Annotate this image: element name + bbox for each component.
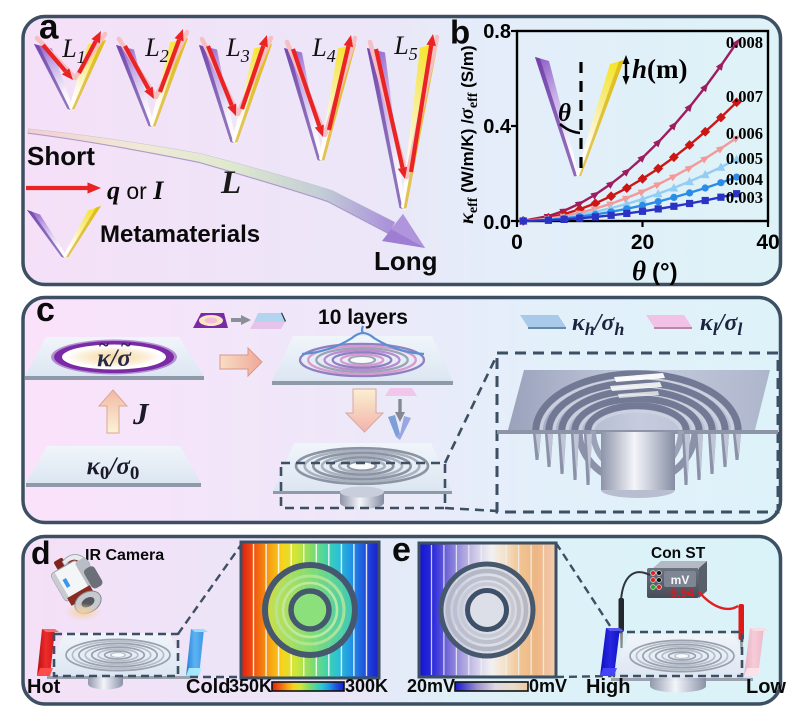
svg-text:h(m): h(m) [632, 54, 688, 84]
svg-text:0.8: 0.8 [483, 21, 511, 43]
svg-text:0.004: 0.004 [726, 170, 763, 189]
svg-text:0: 0 [511, 231, 523, 254]
svg-text:Short: Short [27, 141, 95, 171]
svg-text:κl/σl: κl/σl [700, 310, 742, 339]
svg-text:-9.94: -9.94 [666, 586, 694, 600]
svg-text:0.008: 0.008 [726, 33, 763, 52]
svg-text:(°): (°) [652, 259, 678, 286]
svg-text:θ: θ [558, 100, 571, 127]
svg-text:40: 40 [756, 231, 779, 254]
svg-text:a: a [39, 8, 59, 47]
svg-text:20: 20 [631, 231, 654, 254]
svg-text:Long: Long [374, 246, 438, 276]
svg-text:IR Camera: IR Camera [85, 547, 164, 564]
svg-text:Cold: Cold [186, 676, 230, 698]
svg-text:κ0/σ0: κ0/σ0 [87, 453, 140, 484]
svg-text:0.4: 0.4 [483, 116, 512, 138]
svg-text:0.006: 0.006 [726, 124, 763, 143]
svg-text:0.005: 0.005 [726, 149, 763, 168]
svg-text:c: c [36, 291, 55, 329]
svg-text:0.003: 0.003 [726, 188, 763, 207]
svg-text:20mV: 20mV [407, 676, 455, 696]
svg-text:κeff (W/m/K) /σeff (S/m): κeff (W/m/K) /σeff (S/m) [456, 45, 481, 224]
svg-text:L: L [220, 165, 241, 201]
svg-text:350K: 350K [229, 676, 272, 696]
svg-text:Metamaterials: Metamaterials [100, 221, 260, 248]
svg-text:mV: mV [671, 573, 690, 587]
svg-text:θ: θ [632, 256, 646, 286]
svg-text:0.0: 0.0 [483, 212, 511, 234]
svg-text:0.007: 0.007 [726, 87, 763, 106]
svg-text:300K: 300K [345, 676, 388, 696]
svg-text:10 layers: 10 layers [318, 306, 408, 329]
svg-text:Con ST: Con ST [651, 545, 706, 562]
svg-text:0mV: 0mV [529, 676, 567, 696]
svg-text:κ/σ: κ/σ [97, 345, 132, 372]
svg-text:High: High [586, 676, 630, 698]
svg-text:J: J [132, 396, 150, 431]
svg-text:d: d [31, 535, 51, 571]
svg-text:~: ~ [99, 335, 109, 356]
svg-text:e: e [392, 531, 411, 569]
svg-text:Hot: Hot [27, 676, 61, 698]
svg-text:~: ~ [121, 335, 131, 356]
svg-text:b: b [450, 14, 470, 51]
svg-text:q or I: q or I [107, 176, 164, 205]
svg-text:Low: Low [746, 676, 786, 698]
